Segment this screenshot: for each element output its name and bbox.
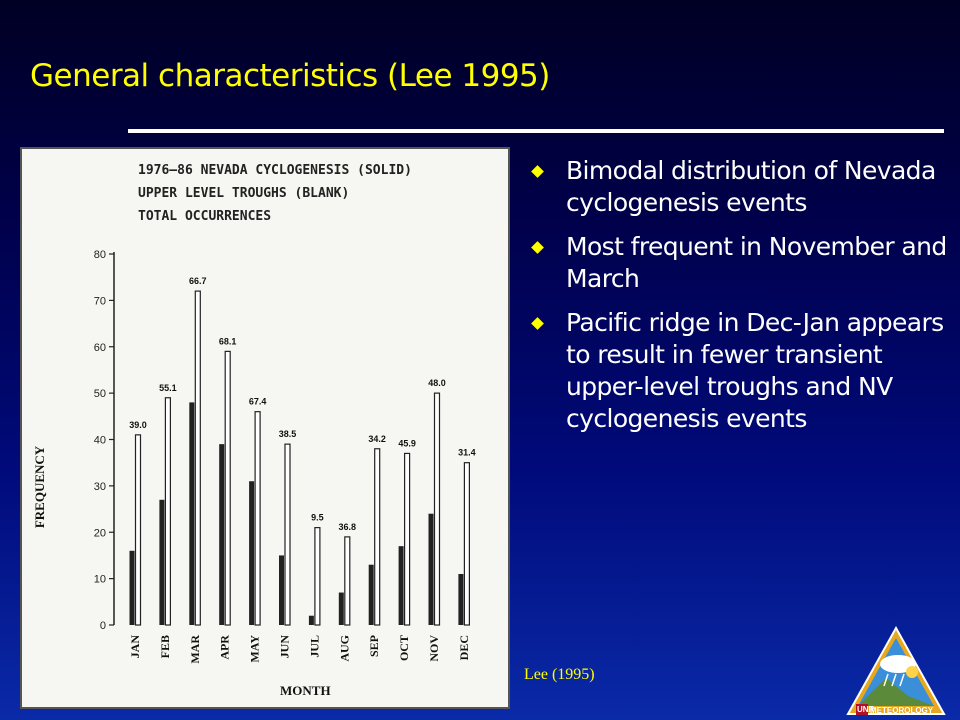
y-tick-label-30: 30 (94, 481, 106, 493)
x-tick-label-oct: OCT (397, 635, 411, 661)
y-tick-label-50: 50 (94, 388, 106, 400)
bullet-item-1: Bimodal distribution of Nevada cyclogene… (528, 155, 948, 219)
y-tick-label-70: 70 (94, 295, 106, 307)
y-tick-label-10: 10 (94, 574, 106, 586)
y-tick-label-20: 20 (94, 527, 106, 539)
slide-title: General characteristics (Lee 1995) (30, 58, 550, 94)
bullet-item-2: Most frequent in November and March (528, 231, 948, 295)
bar-value-label-nov: 48.0 (428, 378, 446, 388)
blank-bar-feb (164, 397, 171, 626)
bullet-text-1: Bimodal distribution of Nevada cyclogene… (566, 156, 936, 217)
bar-chart: 1976–86 NEVADA CYCLOGENESIS (SOLID) UPPE… (32, 163, 476, 698)
solid-bar-oct (398, 546, 404, 625)
bar-value-label-jan: 39.0 (129, 420, 147, 430)
chart-title-line-3: TOTAL OCCURRENCES (138, 209, 271, 224)
y-tick-label-0: 0 (100, 620, 106, 632)
chart-title-line-1: 1976–86 NEVADA CYCLOGENESIS (SOLID) (138, 163, 412, 178)
solid-bar-aug (338, 592, 344, 625)
blank-bar-mar (194, 290, 201, 626)
solid-bar-jun (279, 555, 284, 625)
blank-bar-jul (314, 527, 321, 626)
logo-mark: UNR (857, 705, 875, 714)
blank-bar-nov (433, 392, 441, 626)
bar-value-label-dec: 31.4 (458, 448, 476, 458)
title-divider (128, 129, 944, 133)
solid-bar-jul (308, 615, 314, 625)
solid-bar-sep (368, 564, 374, 625)
bar-value-label-may: 67.4 (249, 397, 267, 407)
y-tick-label-80: 80 (94, 249, 106, 261)
bullet-item-3: Pacific ridge in Dec-Jan appears to resu… (528, 307, 948, 435)
blank-bar-apr (224, 350, 231, 626)
y-tick-label-40: 40 (94, 435, 106, 447)
solid-bar-dec (458, 573, 464, 625)
meteorology-logo: UNR METEOROLOGY (846, 626, 946, 715)
x-axis-title: MONTH (280, 683, 331, 698)
x-tick-label-may: MAY (248, 635, 262, 663)
bar-value-label-mar: 66.7 (189, 276, 207, 286)
logo-text: METEOROLOGY (870, 706, 934, 715)
bar-value-label-oct: 45.9 (398, 438, 416, 448)
x-tick-label-nov: NOV (427, 635, 441, 662)
blank-bar-aug (344, 536, 351, 626)
solid-bar-feb (159, 499, 165, 625)
bar-value-label-sep: 34.2 (368, 434, 386, 444)
solid-bar-mar (189, 402, 195, 625)
diamond-bullet-icon (531, 317, 544, 330)
bar-value-label-feb: 55.1 (159, 383, 177, 393)
bar-value-label-aug: 36.8 (339, 522, 357, 532)
x-tick-label-aug: AUG (337, 635, 351, 662)
chart-title-line-2: UPPER LEVEL TROUGHS (BLANK) (138, 186, 349, 201)
bullet-text-2: Most frequent in November and March (566, 232, 947, 293)
diamond-bullet-icon (531, 241, 544, 254)
blank-bar-dec (463, 462, 470, 626)
diamond-bullet-icon (531, 165, 544, 178)
y-tick-label-60: 60 (94, 342, 106, 354)
blank-bar-may (254, 411, 261, 626)
solid-bar-nov (428, 513, 434, 625)
x-tick-label-mar: MAR (188, 635, 202, 664)
x-tick-label-jun: JUN (278, 635, 292, 659)
y-axis-title: FREQUENCY (32, 445, 47, 528)
x-tick-label-jan: JAN (128, 635, 142, 659)
x-tick-label-jul: JUL (307, 635, 321, 658)
blank-bar-sep (374, 448, 381, 626)
bar-value-label-apr: 68.1 (219, 336, 237, 346)
x-tick-label-apr: APR (218, 635, 232, 660)
bullet-text-3: Pacific ridge in Dec-Jan appears to resu… (566, 308, 944, 433)
bar-value-label-jul: 9.5 (311, 513, 324, 523)
chart-figure: 1976–86 NEVADA CYCLOGENESIS (SOLID) UPPE… (20, 147, 510, 709)
solid-bar-may (249, 481, 255, 625)
x-tick-label-feb: FEB (158, 635, 172, 658)
solid-bar-apr (219, 444, 225, 625)
bar-value-label-jun: 38.5 (279, 429, 297, 439)
x-tick-label-sep: SEP (367, 635, 381, 657)
solid-bar-jan (129, 550, 135, 625)
blank-bar-jan (134, 434, 142, 626)
blank-bar-jun (284, 443, 291, 626)
blank-bar-oct (404, 452, 411, 626)
bullet-list: Bimodal distribution of Nevada cyclogene… (528, 155, 948, 447)
x-tick-label-dec: DEC (457, 635, 471, 660)
citation: Lee (1995) (524, 666, 595, 683)
